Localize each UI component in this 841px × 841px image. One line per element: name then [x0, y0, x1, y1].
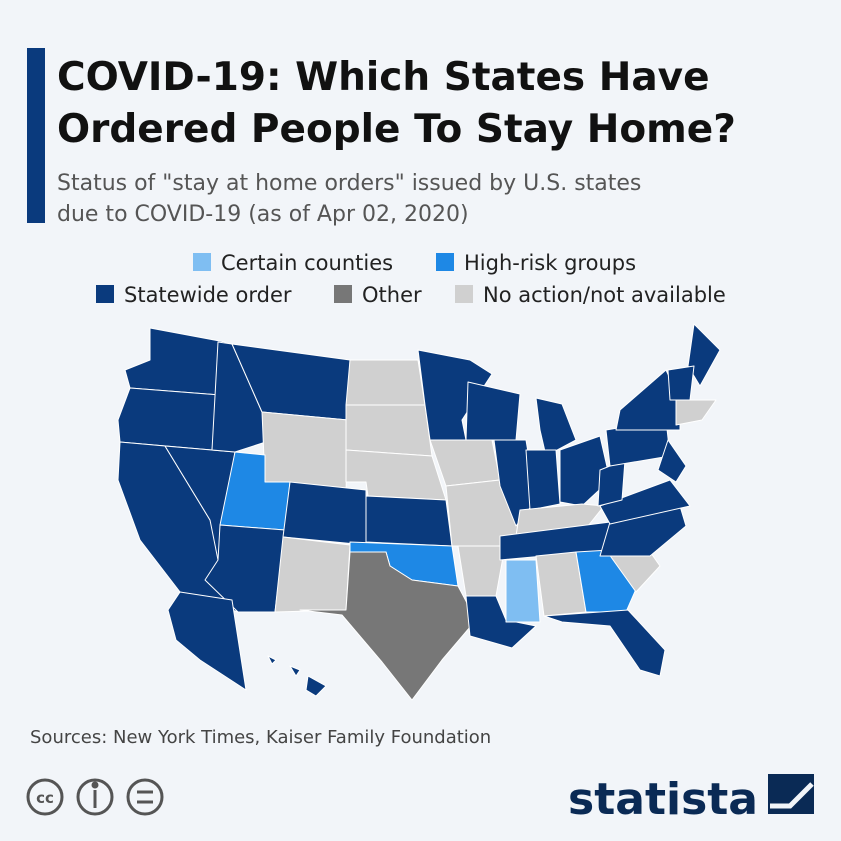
state [417, 349, 493, 441]
state [535, 397, 577, 457]
state [457, 545, 506, 597]
state [305, 675, 327, 697]
state [282, 481, 367, 546]
state [345, 359, 426, 406]
legend-swatch [96, 285, 114, 303]
state [657, 439, 687, 483]
legend-swatch [436, 253, 454, 271]
state [525, 449, 561, 511]
legend: Certain counties High-risk groups Statewid… [96, 251, 726, 307]
state [289, 665, 301, 677]
subtitle: Status of "stay at home orders" issued b… [57, 171, 641, 196]
state [167, 591, 247, 691]
legend-label: No action/not available [483, 283, 726, 307]
state [267, 655, 277, 665]
accent-bar [27, 48, 45, 223]
title: Ordered People To Stay Home? [57, 107, 736, 152]
legend-label: Other [362, 283, 422, 307]
svg-text:cc: cc [36, 789, 54, 807]
state [543, 609, 666, 677]
legend-swatch [334, 285, 352, 303]
legend-swatch [455, 285, 473, 303]
state [124, 327, 226, 396]
state [117, 387, 221, 451]
state [365, 495, 453, 547]
state [675, 399, 717, 426]
legend-label: High-risk groups [464, 251, 636, 275]
state [465, 595, 537, 649]
legend-label: Certain counties [221, 251, 393, 275]
state [261, 411, 349, 493]
brand-logo [768, 774, 814, 814]
state [667, 365, 695, 401]
subtitle: due to COVID-19 (as of Apr 02, 2020) [57, 202, 469, 227]
state [429, 439, 501, 487]
state [559, 435, 611, 507]
legend-swatch [193, 253, 211, 271]
brand: statista [568, 774, 758, 825]
state [505, 559, 541, 623]
state [274, 536, 351, 613]
license-icons: cc [26, 778, 164, 816]
state [345, 404, 433, 457]
source: Sources: New York Times, Kaiser Family F… [30, 727, 491, 748]
state [299, 551, 477, 701]
us-map [117, 323, 721, 701]
legend-label: Statewide order [124, 283, 292, 307]
state [599, 479, 691, 525]
title: COVID-19: Which States Have [57, 55, 710, 100]
state [465, 381, 521, 441]
state [687, 323, 721, 387]
